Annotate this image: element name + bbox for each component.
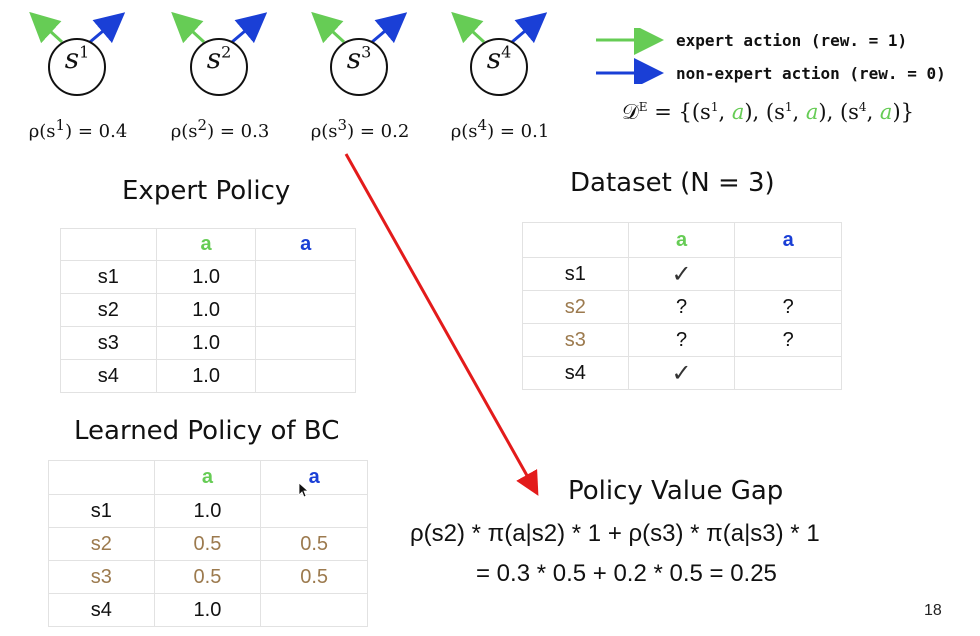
header-expert-action: a xyxy=(155,228,257,261)
dataset-table: a a s1 ✓ s2 ? ? s3 ? ? s4 ✓ xyxy=(522,222,842,390)
table-row: s4 1.0 xyxy=(48,593,368,627)
expert-policy-table: a a s1 1.0 s2 1.0 s3 1.0 s4 1.0 xyxy=(60,228,356,393)
mouse-cursor-icon xyxy=(298,482,310,498)
cell-value: 1.0 xyxy=(155,359,257,393)
cell-value xyxy=(734,356,842,390)
state-label: s1 xyxy=(64,42,90,75)
row-state: s2 xyxy=(48,527,155,561)
header-cell xyxy=(522,222,629,258)
gap-title: Policy Value Gap xyxy=(568,476,784,506)
cell-value: ? xyxy=(734,323,842,357)
row-state: s4 xyxy=(60,359,157,393)
expert-policy-title: Expert Policy xyxy=(122,176,291,206)
state-circle xyxy=(330,38,388,96)
state-circle xyxy=(48,38,106,96)
cell-value: 0.5 xyxy=(153,527,262,561)
cell-value xyxy=(255,293,356,327)
legend-nonexpert-label: non-expert action (rew. = 0) xyxy=(676,64,946,83)
state-node-2: s2 ρ(s2) = 0.3 xyxy=(160,0,280,142)
cell-value xyxy=(260,593,368,627)
header-cell xyxy=(48,460,155,495)
state-label: s3 xyxy=(346,42,372,75)
state-probability: ρ(s4) = 0.1 xyxy=(450,116,550,142)
cell-value xyxy=(734,257,842,291)
table-row: s4 1.0 xyxy=(60,359,356,393)
cell-value: 1.0 xyxy=(153,593,262,627)
legend-arrows-icon xyxy=(596,28,664,84)
row-state: s1 xyxy=(60,260,157,294)
header-nonexpert-action: a xyxy=(255,228,356,261)
state-probability: ρ(s1) = 0.4 xyxy=(28,116,128,142)
page-number: 18 xyxy=(924,602,942,619)
row-state: s3 xyxy=(60,326,157,360)
gap-result: = 0.3 * 0.5 + 0.2 * 0.5 = 0.25 xyxy=(476,560,777,587)
check-icon: ✓ xyxy=(627,356,736,390)
action-arrows-icon xyxy=(311,11,408,44)
state-label: s2 xyxy=(206,42,232,75)
action-arrows-icon xyxy=(451,11,548,44)
table-row: s2 0.5 0.5 xyxy=(48,527,368,561)
row-state: s1 xyxy=(522,257,629,291)
state-node-3: s3 ρ(s3) = 0.2 xyxy=(300,0,420,142)
cell-value: 1.0 xyxy=(153,494,262,528)
legend-expert-label: expert action (rew. = 1) xyxy=(676,31,908,50)
action-arrows-icon xyxy=(29,11,126,44)
gap-formula: ρ(s2) * π(a|s2) * 1 + ρ(s3) * π(a|s3) * … xyxy=(410,520,820,547)
state-circle xyxy=(470,38,528,96)
table-row: s1 ✓ xyxy=(522,257,842,291)
action-arrows-icon xyxy=(171,11,268,44)
learned-policy-title: Learned Policy of BC xyxy=(74,416,340,446)
table-row: s3 ? ? xyxy=(522,323,842,357)
state-probability: ρ(s2) = 0.3 xyxy=(170,116,270,142)
cell-value: 0.5 xyxy=(260,560,368,594)
cell-value: 1.0 xyxy=(155,293,257,327)
state-node-4: s4 ρ(s4) = 0.1 xyxy=(440,0,560,142)
state-label: s4 xyxy=(486,42,512,75)
cell-value: ? xyxy=(627,290,736,324)
dataset-formula: 𝒟E = {(s1, a), (s1, a), (s4, a)} xyxy=(622,100,915,124)
check-icon: ✓ xyxy=(627,257,736,291)
header-nonexpert-action: a xyxy=(734,222,842,258)
dataset-title: Dataset (N = 3) xyxy=(570,168,775,198)
cell-value: 1.0 xyxy=(155,260,257,294)
state-probability: ρ(s3) = 0.2 xyxy=(310,116,410,142)
learned-policy-table: a a s1 1.0 s2 0.5 0.5 s3 0.5 0.5 s4 1.0 xyxy=(48,460,368,627)
cell-value xyxy=(260,494,368,528)
table-row: s1 1.0 xyxy=(48,494,368,528)
cell-value xyxy=(255,359,356,393)
state-circle xyxy=(190,38,248,96)
cell-value: 0.5 xyxy=(260,527,368,561)
row-state: s2 xyxy=(522,290,629,324)
row-state: s4 xyxy=(48,593,155,627)
row-state: s4 xyxy=(522,356,629,390)
header-expert-action: a xyxy=(153,460,262,495)
header-expert-action: a xyxy=(627,222,736,258)
row-state: s3 xyxy=(48,560,155,594)
table-row: s1 1.0 xyxy=(60,260,356,294)
state-node-1: s1 ρ(s1) = 0.4 xyxy=(18,0,138,142)
table-row: s4 ✓ xyxy=(522,356,842,390)
